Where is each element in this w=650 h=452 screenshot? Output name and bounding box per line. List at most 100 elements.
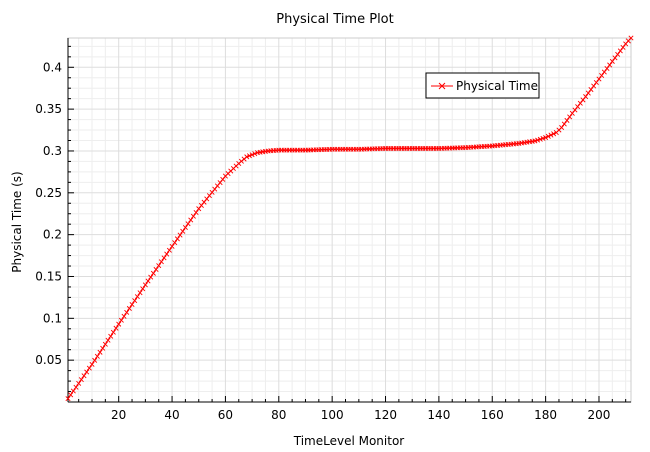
data-point-marker <box>145 278 151 284</box>
x-tick-label: 40 <box>164 408 179 422</box>
data-point-marker <box>593 79 599 86</box>
data-point-marker <box>599 72 605 79</box>
data-point-marker <box>561 121 567 127</box>
data-point-marker <box>604 65 610 71</box>
data-point-marker <box>543 135 549 141</box>
plot-area <box>67 37 632 403</box>
data-point-marker <box>585 90 591 96</box>
data-point-marker <box>102 341 108 347</box>
data-point-marker <box>158 259 164 265</box>
data-point-marker <box>105 337 111 343</box>
x-tick-label: 60 <box>218 408 233 422</box>
data-point-marker <box>108 333 114 339</box>
data-point-marker <box>588 87 594 93</box>
data-point-marker <box>180 228 186 234</box>
data-point-marker <box>580 97 586 103</box>
data-point-marker <box>164 251 170 257</box>
series-line <box>67 37 632 399</box>
data-point-marker <box>548 132 554 138</box>
data-point-marker <box>65 396 71 402</box>
data-point-marker <box>166 247 172 253</box>
data-point-marker <box>244 154 250 160</box>
data-point-marker <box>185 221 191 227</box>
data-point-marker <box>575 104 581 110</box>
y-tick-label: 0.25 <box>35 186 62 200</box>
legend-marker-x-icon <box>438 82 446 90</box>
data-point-marker <box>153 266 159 272</box>
data-point-marker <box>118 317 124 323</box>
data-point-marker <box>596 76 602 82</box>
ticks: 20 40 60 80 100 120 140 160 180 200 0.05 0.1 0.15 0.2… <box>35 38 631 422</box>
data-point-marker <box>246 153 252 159</box>
x-tick-label: 200 <box>588 408 611 422</box>
data-point-marker <box>124 309 130 315</box>
legend: Physical Time <box>425 72 540 99</box>
data-point-marker <box>129 301 135 308</box>
y-tick-label: 0.1 <box>43 311 62 325</box>
data-point-marker <box>81 373 87 379</box>
data-point-marker <box>249 152 255 158</box>
data-point-marker <box>577 100 583 106</box>
data-point-marker <box>252 151 258 157</box>
grid <box>68 38 631 402</box>
data-point-marker <box>76 380 82 386</box>
data-point-marker <box>615 51 621 57</box>
data-point-marker <box>628 35 634 41</box>
data-point-marker <box>609 58 615 64</box>
data-point-marker <box>100 345 106 351</box>
data-point-marker <box>607 62 613 68</box>
data-point-marker <box>190 213 196 219</box>
x-tick-label: 120 <box>374 408 397 422</box>
data-point-marker <box>142 282 148 288</box>
chart-title: Physical Time Plot <box>276 12 393 27</box>
data-point-marker <box>188 217 194 223</box>
x-tick-label: 20 <box>111 408 126 422</box>
data-point-marker <box>193 209 199 215</box>
data-point-marker <box>70 388 76 394</box>
data-point-marker <box>591 83 597 89</box>
y-tick-label: 0.3 <box>43 144 62 158</box>
data-point-marker <box>569 110 575 116</box>
data-point-marker <box>97 349 103 355</box>
data-point-marker <box>156 263 162 269</box>
data-point-marker <box>617 48 623 54</box>
data-point-marker <box>551 131 557 137</box>
data-point-marker <box>94 353 100 359</box>
data-point-marker <box>601 69 607 75</box>
data-point-marker <box>150 270 156 276</box>
data-point-marker <box>68 392 74 398</box>
data-point-marker <box>86 365 92 371</box>
y-tick-label: 0.35 <box>35 102 62 116</box>
data-point-marker <box>78 377 84 383</box>
x-tick-label: 160 <box>481 408 504 422</box>
data-point-marker <box>113 325 119 331</box>
data-point-marker <box>174 236 180 242</box>
y-tick-label: 0.4 <box>43 60 62 74</box>
data-point-marker <box>572 107 578 113</box>
data-point-marker <box>148 274 154 280</box>
data-point-marker <box>583 94 589 100</box>
data-point-marker <box>137 290 143 296</box>
y-axis-label: Physical Time (s) <box>10 171 24 272</box>
data-point-marker <box>182 225 188 231</box>
y-tick-label: 0.05 <box>35 353 62 367</box>
legend-label: Physical Time <box>456 79 538 93</box>
data-point-marker <box>126 305 132 311</box>
data-point-marker <box>89 361 95 367</box>
data-point-marker <box>169 243 175 249</box>
y-tick-label: 0.2 <box>43 228 62 242</box>
data-point-marker <box>172 240 178 246</box>
x-tick-label: 140 <box>427 408 450 422</box>
data-point-marker <box>612 55 618 61</box>
data-point-marker <box>116 321 122 327</box>
data-point-marker <box>84 369 90 375</box>
data-point-marker <box>121 313 127 319</box>
data-point-marker <box>177 232 183 238</box>
data-point-marker <box>132 298 138 304</box>
x-tick-label: 80 <box>271 408 286 422</box>
data-point-marker <box>620 44 626 50</box>
x-tick-label: 180 <box>534 408 557 422</box>
data-point-marker <box>545 133 551 139</box>
